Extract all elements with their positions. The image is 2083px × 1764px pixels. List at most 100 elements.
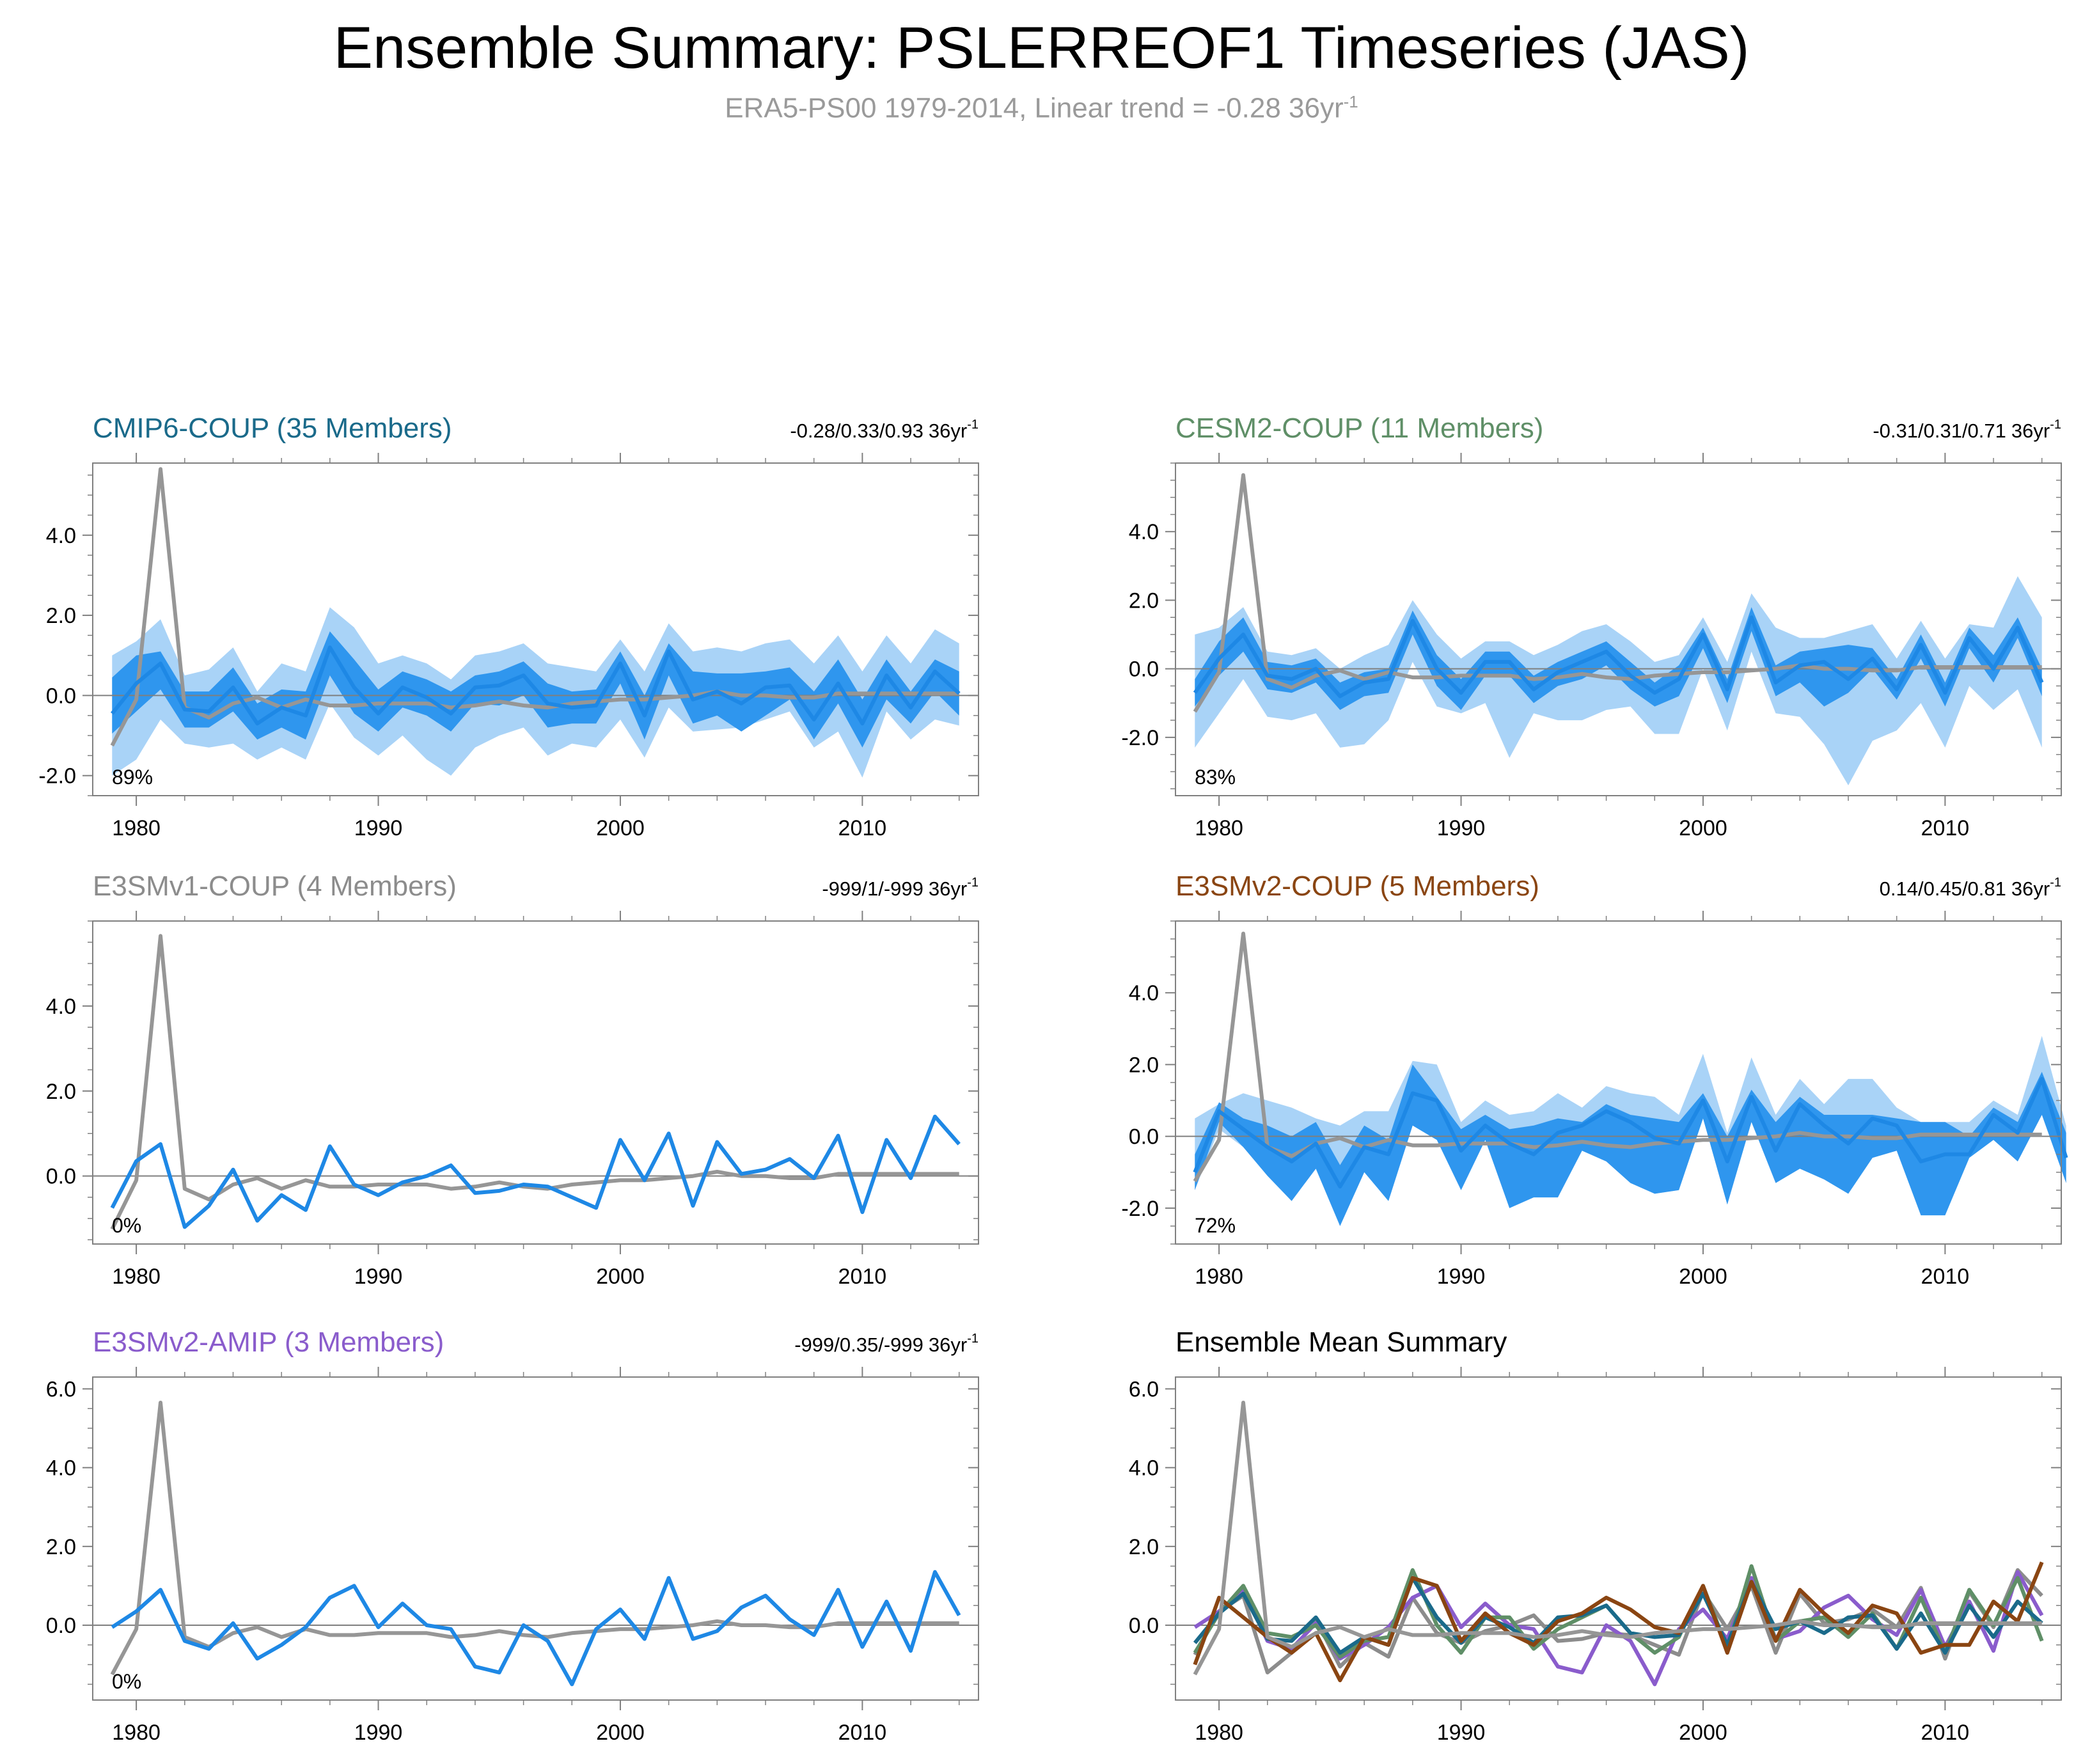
y-tick-label: 0.0 bbox=[46, 1614, 76, 1638]
plot-frame bbox=[1175, 462, 2062, 796]
y-tick-label: 4.0 bbox=[1129, 1456, 1159, 1481]
plot-frame bbox=[92, 1376, 979, 1701]
trend-units: 36yr bbox=[929, 420, 967, 442]
ensemble-mean-line bbox=[111, 1570, 961, 1687]
panel-title: CESM2-COUP (11 Members) bbox=[1175, 413, 1543, 444]
x-tick-label: 1990 bbox=[1437, 1721, 1486, 1745]
obs-line bbox=[1193, 931, 2042, 1183]
x-tick-label: 2000 bbox=[1679, 1264, 1727, 1289]
x-tick-label: 2010 bbox=[838, 1721, 887, 1745]
y-tick-label: 0.0 bbox=[1129, 1125, 1159, 1149]
y-tick-label: 4.0 bbox=[46, 995, 76, 1019]
obs-line bbox=[1193, 473, 2042, 713]
trend-units: 36yr bbox=[929, 1334, 967, 1356]
y-tick-label: -2.0 bbox=[1121, 1197, 1159, 1221]
y-tick-label: 4.0 bbox=[1129, 520, 1159, 544]
percent-label: 0% bbox=[112, 1670, 141, 1693]
x-tick-label: 2010 bbox=[1921, 1721, 1970, 1745]
trend-label: 0.14/0.45/0.81 36yr-1 bbox=[1880, 876, 2061, 900]
ensemble-mean-line bbox=[110, 645, 961, 726]
trend-label: -0.31/0.31/0.71 36yr-1 bbox=[1873, 418, 2061, 442]
x-tick-label: 1990 bbox=[1437, 816, 1486, 840]
y-tick-label: 0.0 bbox=[1129, 1614, 1159, 1638]
ensemble-mean-line bbox=[1193, 1076, 2068, 1189]
x-tick-label: 2010 bbox=[1921, 1264, 1970, 1289]
x-tick-label: 1990 bbox=[1437, 1264, 1486, 1289]
page-title: Ensemble Summary: PSLERREOF1 Timeseries … bbox=[333, 15, 1750, 81]
y-tick-label: 6.0 bbox=[1129, 1377, 1159, 1401]
x-tick-label: 1980 bbox=[112, 1721, 161, 1745]
percent-label: 89% bbox=[112, 766, 153, 789]
panel-title: CMIP6-COUP (35 Members) bbox=[93, 413, 452, 444]
panel-title: E3SMv1-COUP (4 Members) bbox=[93, 870, 457, 902]
obs-line bbox=[110, 467, 959, 747]
x-tick-label: 1980 bbox=[1195, 1264, 1243, 1289]
trend-units: 36yr bbox=[2011, 420, 2050, 442]
ensemble-mean-line bbox=[110, 1114, 961, 1229]
x-tick-label: 2000 bbox=[596, 1264, 645, 1289]
y-tick-label: 0.0 bbox=[46, 684, 76, 708]
plot-frame bbox=[92, 462, 979, 796]
y-tick-label: 2.0 bbox=[1129, 1053, 1159, 1077]
trend-value: -999/0.35/-999 bbox=[794, 1334, 924, 1356]
x-tick-label: 1980 bbox=[1195, 1721, 1243, 1745]
y-tick-label: 6.0 bbox=[46, 1377, 76, 1401]
x-tick-label: 2000 bbox=[596, 816, 645, 840]
plot-frame bbox=[92, 920, 979, 1245]
chart-panel-e3smv2amip: E3SMv2-AMIP (3 Members) -999/0.35/-999 36y… bbox=[46, 1327, 979, 1745]
y-tick-label: 4.0 bbox=[46, 524, 76, 548]
chart-panel-cmip6: CMIP6-COUP (35 Members) -0.28/0.33/0.93 36… bbox=[38, 413, 979, 840]
trend-value: -0.28/0.33/0.93 bbox=[790, 420, 924, 442]
y-tick-label: -2.0 bbox=[38, 764, 76, 789]
y-tick-label: -2.0 bbox=[1121, 726, 1159, 750]
plot-frame bbox=[1175, 1376, 2062, 1701]
y-tick-label: 4.0 bbox=[46, 1456, 76, 1481]
trend-value: -999/1/-999 bbox=[822, 878, 924, 900]
y-tick-label: 2.0 bbox=[1129, 588, 1159, 613]
chart-panel-e3smv2: E3SMv2-COUP (5 Members) 0.14/0.45/0.81 36y… bbox=[1121, 870, 2068, 1289]
x-tick-label: 1980 bbox=[112, 1264, 161, 1289]
panel-title: E3SMv2-COUP (5 Members) bbox=[1175, 870, 1539, 902]
x-tick-label: 1990 bbox=[354, 1721, 403, 1745]
trend-value: -0.31/0.31/0.71 bbox=[1873, 420, 2006, 442]
y-tick-label: 4.0 bbox=[1129, 981, 1159, 1005]
ensemble-mean-line bbox=[1193, 615, 2044, 698]
y-tick-label: 0.0 bbox=[46, 1165, 76, 1189]
trend-superscript: -1 bbox=[2050, 876, 2061, 890]
x-tick-label: 2010 bbox=[838, 1264, 887, 1289]
subtitle-text: ERA5-PS00 1979-2014, Linear trend = -0.2… bbox=[725, 92, 1344, 124]
page-subtitle: ERA5-PS00 1979-2014, Linear trend = -0.2… bbox=[0, 84, 2083, 126]
x-tick-label: 2000 bbox=[1679, 816, 1727, 840]
x-tick-label: 1990 bbox=[354, 1264, 403, 1289]
panel-title: E3SMv2-AMIP (3 Members) bbox=[93, 1327, 444, 1358]
y-tick-label: 2.0 bbox=[46, 1080, 76, 1104]
x-tick-label: 2010 bbox=[1921, 816, 1970, 840]
percent-label: 72% bbox=[1195, 1214, 1236, 1237]
trend-superscript: -1 bbox=[967, 1332, 979, 1346]
panel-title: Ensemble Mean Summary bbox=[1175, 1327, 1507, 1358]
x-tick-label: 2000 bbox=[596, 1721, 645, 1745]
chart-panel-cesm2: CESM2-COUP (11 Members) -0.31/0.31/0.71 36… bbox=[1121, 413, 2062, 840]
x-tick-label: 1980 bbox=[1195, 816, 1243, 840]
subtitle-superscript: -1 bbox=[1343, 92, 1358, 111]
obs-line bbox=[110, 934, 959, 1231]
x-tick-label: 2010 bbox=[838, 816, 887, 840]
trend-label: -999/0.35/-999 36yr-1 bbox=[794, 1332, 979, 1356]
trend-superscript: -1 bbox=[967, 876, 979, 890]
percent-label: 83% bbox=[1195, 766, 1236, 789]
trend-units: 36yr bbox=[2011, 878, 2050, 900]
series-line-e3smv2-coup bbox=[1193, 1561, 2044, 1683]
trend-value: 0.14/0.45/0.81 bbox=[1880, 878, 2006, 900]
y-tick-label: 0.0 bbox=[1129, 658, 1159, 682]
trend-units: 36yr bbox=[929, 878, 967, 900]
trend-superscript: -1 bbox=[2050, 418, 2061, 432]
x-tick-label: 1990 bbox=[354, 816, 403, 840]
y-tick-label: 2.0 bbox=[1129, 1535, 1159, 1559]
y-tick-label: 2.0 bbox=[46, 604, 76, 628]
trend-label: -999/1/-999 36yr-1 bbox=[822, 876, 979, 900]
percent-label: 0% bbox=[112, 1214, 141, 1237]
trend-label: -0.28/0.33/0.93 36yr-1 bbox=[790, 418, 979, 442]
series-line-cmip6-coup bbox=[1193, 1576, 2043, 1655]
trend-superscript: -1 bbox=[967, 418, 979, 432]
